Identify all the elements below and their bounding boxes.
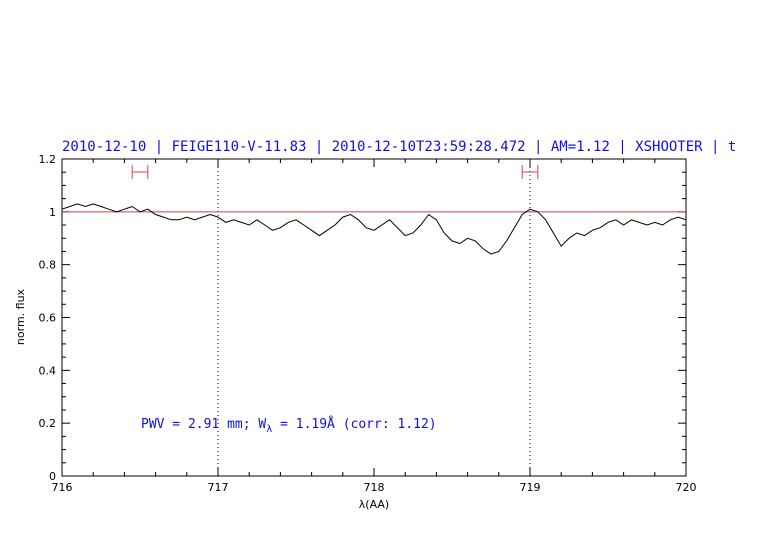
tick-labels: 716 717 718 719 720 0 0.2 0.4 0.6 0.8 1 1.2 bbox=[39, 153, 697, 494]
y-tick-label: 0.2 bbox=[39, 417, 57, 430]
x-tick-label: 716 bbox=[52, 481, 73, 494]
y-tick-label: 0.4 bbox=[39, 364, 57, 377]
continuum-window bbox=[521, 165, 539, 179]
pwv-annotation: PWV = 2.91 mm; Wλ = 1.19Å (corr: 1.12) bbox=[141, 416, 437, 435]
x-tick-label: 720 bbox=[676, 481, 697, 494]
x-axis-label: λ(AA) bbox=[359, 498, 389, 511]
y-tick-label: 0.6 bbox=[39, 312, 57, 325]
x-tick-label: 719 bbox=[520, 481, 541, 494]
x-tick-label: 717 bbox=[208, 481, 229, 494]
spectrum-line bbox=[61, 203, 687, 255]
y-tick-label: 0.8 bbox=[39, 259, 57, 272]
chart-title: 2010-12-10 | FEIGE110-V-11.83 | 2010-12-… bbox=[62, 139, 736, 155]
y-tick-label: 1.2 bbox=[39, 153, 57, 166]
y-axis-label: norm. flux bbox=[14, 288, 27, 345]
annotation-subscript: λ bbox=[266, 424, 272, 435]
y-tick-label: 1 bbox=[49, 206, 56, 219]
y-tick-label: 0 bbox=[49, 470, 56, 483]
annotation-suffix: = 1.19Å (corr: 1.12) bbox=[272, 416, 436, 432]
continuum-windows bbox=[131, 165, 539, 179]
annotation-prefix: PWV = 2.91 mm; W bbox=[141, 417, 266, 432]
x-tick-label: 718 bbox=[364, 481, 385, 494]
continuum-window bbox=[131, 165, 149, 179]
